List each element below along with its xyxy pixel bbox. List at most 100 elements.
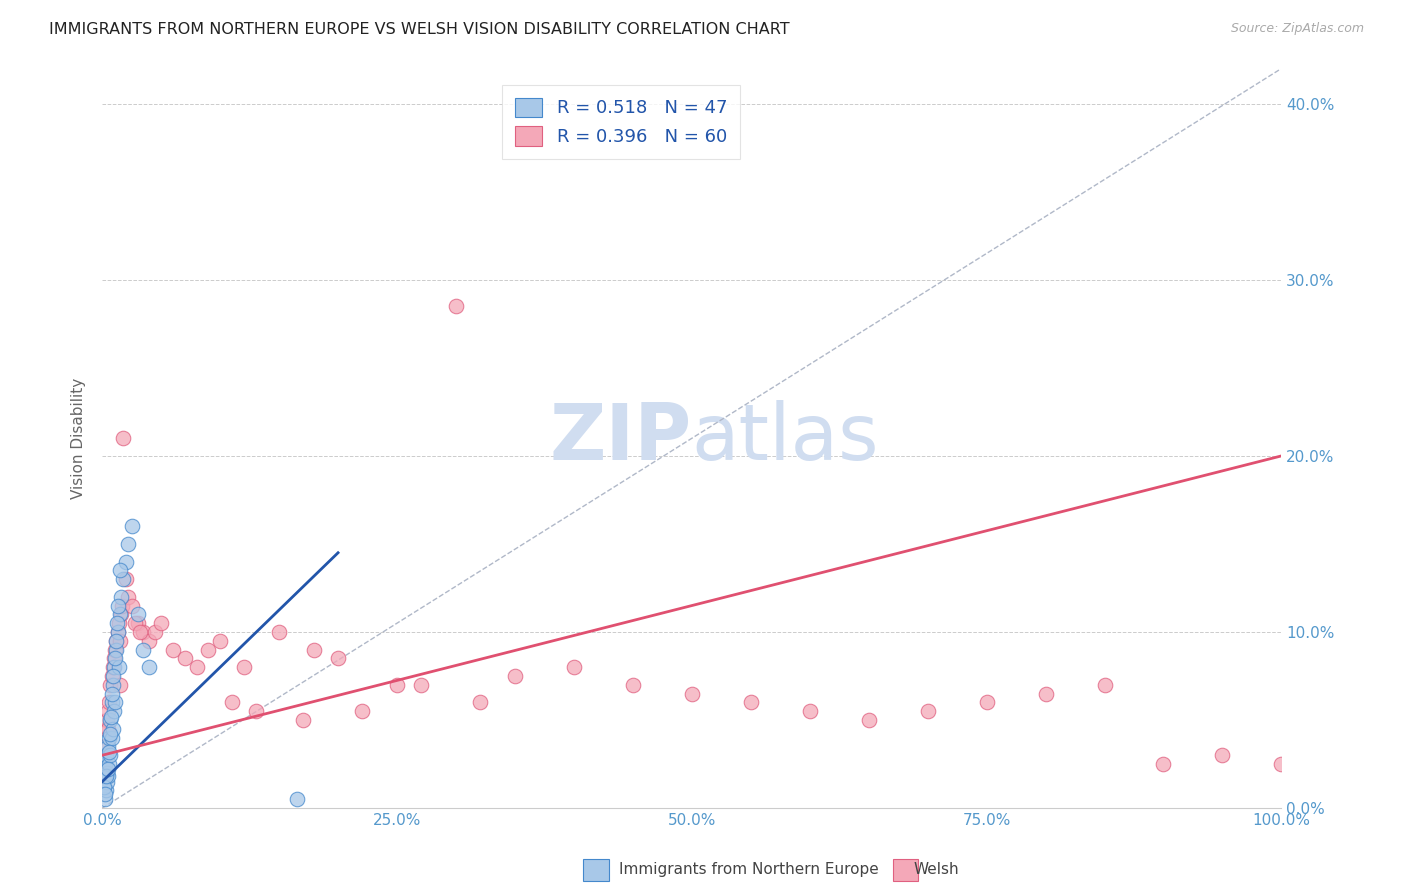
Point	[110, 607, 132, 622]
Y-axis label: Vision Disability: Vision Disability	[72, 377, 86, 499]
Point	[103, 660, 125, 674]
Text: atlas: atlas	[692, 401, 879, 476]
Point	[101, 687, 124, 701]
Point	[101, 678, 124, 692]
Point	[112, 431, 135, 445]
Point	[104, 651, 127, 665]
Point	[143, 625, 166, 640]
Point	[104, 642, 127, 657]
Point	[162, 642, 184, 657]
Point	[917, 704, 939, 718]
Point	[326, 651, 349, 665]
Point	[100, 748, 122, 763]
Point	[98, 727, 121, 741]
Text: ZIP: ZIP	[550, 401, 692, 476]
Point	[97, 769, 120, 783]
Point	[304, 642, 326, 657]
Point	[107, 616, 129, 631]
Point	[138, 660, 160, 674]
Point	[124, 616, 146, 631]
Point	[132, 625, 155, 640]
Point	[93, 780, 115, 794]
Point	[232, 660, 254, 674]
Point	[107, 599, 129, 613]
Point	[105, 616, 128, 631]
Point	[94, 787, 117, 801]
Point	[1035, 687, 1057, 701]
Point	[1094, 678, 1116, 692]
Point	[117, 590, 139, 604]
Point	[976, 695, 998, 709]
Point	[107, 625, 129, 640]
Point	[291, 713, 314, 727]
Point	[108, 633, 131, 648]
Point	[97, 745, 120, 759]
Point	[94, 748, 117, 763]
Point	[110, 590, 132, 604]
Point	[121, 519, 143, 533]
Point	[100, 709, 122, 723]
Point	[1153, 757, 1175, 772]
Point	[681, 687, 703, 701]
Point	[93, 739, 115, 754]
Point	[96, 765, 118, 780]
Point	[100, 695, 122, 709]
Point	[1211, 748, 1233, 763]
Point	[103, 651, 125, 665]
Point	[385, 678, 408, 692]
Point	[100, 669, 122, 683]
Point	[186, 660, 208, 674]
Point	[621, 678, 644, 692]
Point	[444, 299, 467, 313]
Point	[112, 572, 135, 586]
Point	[468, 695, 491, 709]
Point	[740, 695, 762, 709]
Point	[100, 713, 122, 727]
Point	[96, 762, 118, 776]
Point	[117, 537, 139, 551]
Point	[107, 660, 129, 674]
Point	[108, 678, 131, 692]
Text: Immigrants from Northern Europe: Immigrants from Northern Europe	[619, 863, 879, 877]
Point	[96, 774, 118, 789]
Point	[98, 731, 121, 745]
Point	[104, 633, 127, 648]
Point	[96, 713, 118, 727]
Point	[129, 625, 152, 640]
Point	[209, 633, 232, 648]
Point	[350, 704, 373, 718]
Point	[858, 713, 880, 727]
Point	[221, 695, 243, 709]
Point	[105, 642, 128, 657]
Point	[138, 633, 160, 648]
Point	[103, 669, 125, 683]
Point	[98, 695, 121, 709]
Point	[97, 704, 120, 718]
Point	[503, 669, 526, 683]
Point	[93, 792, 115, 806]
Point	[132, 642, 155, 657]
Point	[96, 769, 118, 783]
Point	[267, 625, 290, 640]
Point	[94, 722, 117, 736]
Point	[799, 704, 821, 718]
Point	[197, 642, 219, 657]
Point	[127, 616, 149, 631]
Legend: R = 0.518   N = 47, R = 0.396   N = 60: R = 0.518 N = 47, R = 0.396 N = 60	[502, 85, 740, 159]
Point	[562, 660, 585, 674]
Point	[94, 783, 117, 797]
Point	[107, 625, 129, 640]
Point	[114, 555, 136, 569]
Point	[127, 607, 149, 622]
Point	[150, 616, 173, 631]
Point	[114, 572, 136, 586]
Point	[173, 651, 195, 665]
Point	[105, 633, 128, 648]
Point	[108, 607, 131, 622]
Text: IMMIGRANTS FROM NORTHERN EUROPE VS WELSH VISION DISABILITY CORRELATION CHART: IMMIGRANTS FROM NORTHERN EUROPE VS WELSH…	[49, 22, 790, 37]
Point	[97, 739, 120, 754]
Point	[98, 757, 121, 772]
Point	[104, 695, 127, 709]
Point	[101, 660, 124, 674]
Point	[245, 704, 267, 718]
